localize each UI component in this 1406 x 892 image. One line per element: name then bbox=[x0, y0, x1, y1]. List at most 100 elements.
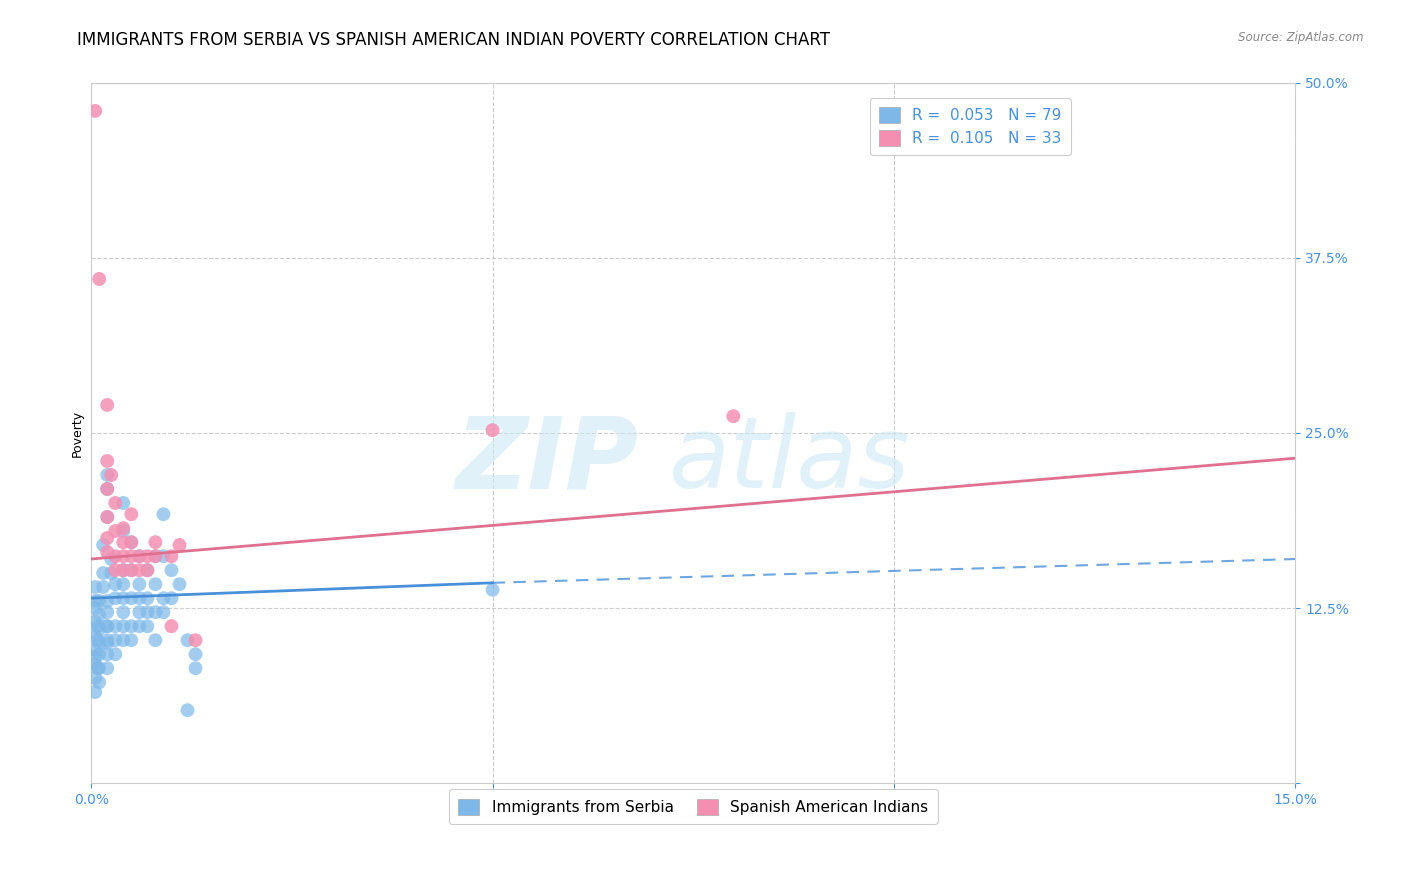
Point bbox=[128, 549, 150, 564]
Point bbox=[184, 647, 207, 661]
Point bbox=[145, 633, 167, 648]
Point bbox=[104, 647, 127, 661]
Text: IMMIGRANTS FROM SERBIA VS SPANISH AMERICAN INDIAN POVERTY CORRELATION CHART: IMMIGRANTS FROM SERBIA VS SPANISH AMERIC… bbox=[77, 31, 831, 49]
Point bbox=[96, 531, 118, 545]
Point bbox=[152, 605, 174, 619]
Point bbox=[112, 591, 135, 606]
Point bbox=[120, 549, 142, 564]
Point bbox=[136, 563, 159, 577]
Point bbox=[84, 580, 107, 594]
Point bbox=[100, 468, 122, 483]
Point bbox=[120, 535, 142, 549]
Point bbox=[96, 510, 118, 524]
Point bbox=[84, 103, 107, 118]
Point bbox=[152, 507, 174, 521]
Point bbox=[112, 496, 135, 510]
Point bbox=[86, 661, 108, 675]
Point bbox=[89, 622, 111, 636]
Point bbox=[145, 605, 167, 619]
Point bbox=[176, 703, 198, 717]
Point bbox=[84, 685, 107, 699]
Point bbox=[152, 549, 174, 564]
Point bbox=[84, 601, 107, 615]
Point bbox=[86, 619, 108, 633]
Point bbox=[120, 563, 142, 577]
Point bbox=[145, 549, 167, 564]
Point bbox=[136, 605, 159, 619]
Point bbox=[120, 591, 142, 606]
Point bbox=[128, 605, 150, 619]
Point bbox=[84, 650, 107, 665]
Point bbox=[84, 643, 107, 657]
Point bbox=[160, 619, 183, 633]
Point bbox=[104, 577, 127, 591]
Point bbox=[104, 524, 127, 538]
Point bbox=[96, 661, 118, 675]
Point bbox=[136, 549, 159, 564]
Point bbox=[96, 510, 118, 524]
Point bbox=[176, 633, 198, 648]
Point bbox=[112, 563, 135, 577]
Point bbox=[481, 423, 503, 437]
Point bbox=[89, 661, 111, 675]
Point bbox=[91, 566, 114, 580]
Point bbox=[112, 524, 135, 538]
Point bbox=[481, 582, 503, 597]
Point bbox=[184, 633, 207, 648]
Point bbox=[96, 605, 118, 619]
Point bbox=[128, 591, 150, 606]
Point bbox=[96, 619, 118, 633]
Point bbox=[112, 535, 135, 549]
Point bbox=[84, 657, 107, 671]
Point bbox=[723, 409, 745, 424]
Point bbox=[100, 566, 122, 580]
Legend: Immigrants from Serbia, Spanish American Indians: Immigrants from Serbia, Spanish American… bbox=[449, 789, 938, 824]
Point bbox=[104, 591, 127, 606]
Point bbox=[112, 605, 135, 619]
Point bbox=[96, 636, 118, 650]
Point bbox=[89, 647, 111, 661]
Point bbox=[104, 633, 127, 648]
Point bbox=[96, 633, 118, 648]
Point bbox=[84, 629, 107, 643]
Point bbox=[91, 538, 114, 552]
Point bbox=[104, 563, 127, 577]
Point bbox=[128, 549, 150, 564]
Point bbox=[89, 272, 111, 286]
Point bbox=[145, 535, 167, 549]
Point bbox=[145, 549, 167, 564]
Point bbox=[96, 454, 118, 468]
Point bbox=[86, 633, 108, 648]
Point bbox=[145, 577, 167, 591]
Point bbox=[104, 549, 127, 564]
Point bbox=[112, 633, 135, 648]
Text: Source: ZipAtlas.com: Source: ZipAtlas.com bbox=[1239, 31, 1364, 45]
Point bbox=[96, 468, 118, 483]
Point bbox=[84, 615, 107, 629]
Y-axis label: Poverty: Poverty bbox=[72, 409, 84, 457]
Point bbox=[120, 619, 142, 633]
Point bbox=[104, 496, 127, 510]
Text: atlas: atlas bbox=[669, 412, 910, 509]
Point bbox=[100, 552, 122, 566]
Point bbox=[160, 591, 183, 606]
Point bbox=[136, 563, 159, 577]
Point bbox=[112, 521, 135, 535]
Point bbox=[89, 607, 111, 622]
Point bbox=[91, 580, 114, 594]
Point bbox=[96, 619, 118, 633]
Point bbox=[169, 577, 191, 591]
Point bbox=[112, 563, 135, 577]
Point bbox=[160, 563, 183, 577]
Point bbox=[96, 545, 118, 559]
Point bbox=[120, 507, 142, 521]
Point bbox=[136, 619, 159, 633]
Point bbox=[112, 549, 135, 564]
Point bbox=[184, 661, 207, 675]
Point bbox=[112, 577, 135, 591]
Point bbox=[96, 482, 118, 496]
Point bbox=[120, 535, 142, 549]
Point bbox=[84, 671, 107, 685]
Point bbox=[128, 577, 150, 591]
Point bbox=[84, 594, 107, 608]
